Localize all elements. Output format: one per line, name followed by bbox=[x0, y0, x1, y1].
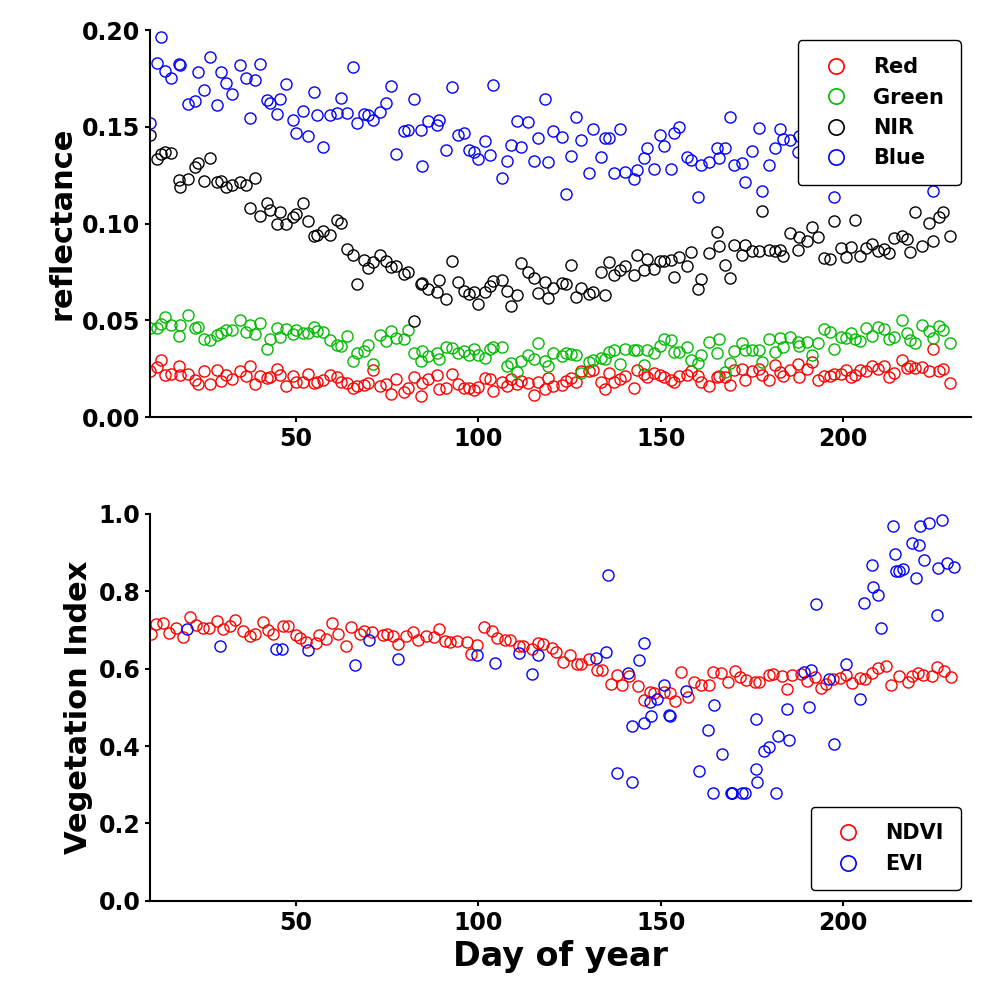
Y-axis label: Vegetation Index: Vegetation Index bbox=[64, 561, 93, 854]
Legend: NDVI, EVI: NDVI, EVI bbox=[811, 807, 961, 891]
Legend: Red, Green, NIR, Blue: Red, Green, NIR, Blue bbox=[798, 40, 961, 185]
X-axis label: Day of year: Day of year bbox=[453, 940, 668, 973]
Y-axis label: reflectance: reflectance bbox=[47, 127, 76, 320]
